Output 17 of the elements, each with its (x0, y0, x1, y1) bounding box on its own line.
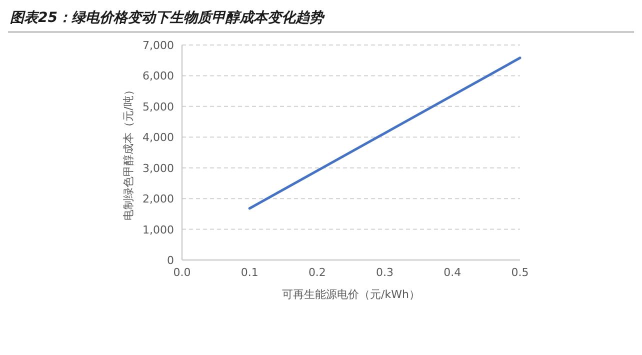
x-tick-label: 0.3 (376, 266, 394, 279)
x-tick-label: 0.4 (444, 266, 462, 279)
y-tick-label: 0 (167, 254, 174, 267)
x-tick-label: 0.2 (308, 266, 326, 279)
y-tick-label: 6,000 (142, 70, 174, 83)
x-tick-label: 0.5 (511, 266, 529, 279)
x-tick-label: 0.1 (240, 266, 258, 279)
y-tick-label: 5,000 (142, 100, 174, 114)
y-tick-label: 2,000 (142, 192, 174, 206)
x-tick-label: 0.0 (173, 266, 191, 279)
y-tick-label: 4,000 (142, 131, 174, 144)
y-tick-label: 1,000 (142, 223, 174, 236)
y-axis-title: 电制绿色甲醇成本（元/吨） (122, 84, 135, 220)
chart-title: 图表25：绿电价格变动下生物质甲醇成本变化趋势 (10, 9, 326, 26)
y-tick-label: 3,000 (142, 162, 174, 175)
y-tick-label: 7,000 (142, 39, 174, 52)
x-axis-title: 可再生能源电价（元/kWh） (282, 288, 420, 301)
